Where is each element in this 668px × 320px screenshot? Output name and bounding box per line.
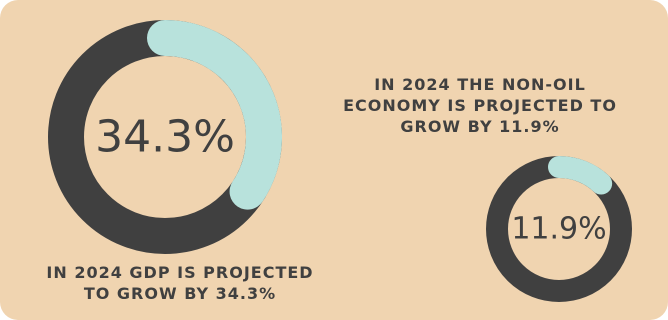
- non-oil-donut-center-value: 11.9%: [511, 212, 606, 247]
- non-oil-donut-value-arc: [548, 156, 613, 195]
- gdp-donut-value-arc: [147, 20, 282, 210]
- non-oil-caption-line: IN 2024 THE NON-OIL: [374, 75, 586, 94]
- gdp-caption-line: TO GROW BY 34.3%: [83, 284, 277, 303]
- non-oil-growth-donut-chart: 11.9%: [486, 156, 632, 302]
- non-oil-caption-line: GROW BY 11.9%: [400, 117, 560, 136]
- gdp-caption-line: IN 2024 GDP IS PROJECTED: [46, 263, 314, 282]
- gdp-growth-donut-chart: 34.3%: [48, 20, 282, 254]
- gdp-caption: IN 2024 GDP IS PROJECTED TO GROW BY 34.3…: [15, 262, 345, 304]
- non-oil-caption-line: ECONOMY IS PROJECTED TO: [343, 96, 617, 115]
- gdp-donut-center-value: 34.3%: [95, 112, 235, 163]
- non-oil-caption: IN 2024 THE NON-OIL ECONOMY IS PROJECTED…: [320, 74, 640, 137]
